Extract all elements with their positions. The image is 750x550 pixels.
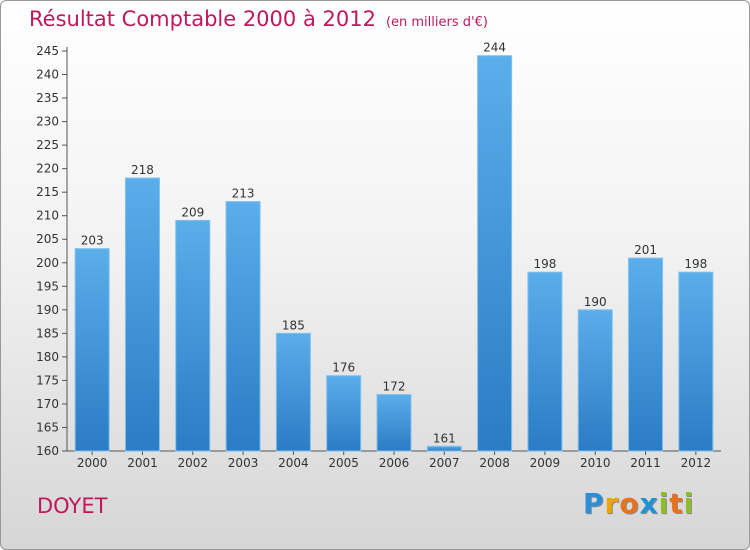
y-tick-label: 170 — [36, 397, 59, 411]
brand-letter: P — [583, 487, 605, 520]
y-tick-label: 220 — [36, 162, 59, 176]
x-tick-label: 2009 — [530, 456, 561, 470]
data-label: 244 — [483, 41, 506, 55]
data-label: 190 — [584, 295, 607, 309]
bar-2010 — [577, 309, 613, 452]
data-label: 213 — [232, 187, 255, 201]
axes: 160 165 170 175 180 185 190 195 200 205 210 215 220 2… — [36, 44, 721, 458]
x-tick-label: 2010 — [580, 456, 611, 470]
y-tick-label: 165 — [36, 420, 59, 434]
x-tick-label: 2012 — [681, 456, 712, 470]
data-label: 185 — [282, 318, 305, 332]
bar-2000 — [74, 248, 110, 452]
data-label: 209 — [181, 205, 204, 219]
data-label: 203 — [81, 234, 104, 248]
data-label: 172 — [383, 380, 406, 394]
chart-title: Résultat Comptable 2000 à 2012 — [29, 7, 376, 31]
y-tick-label: 160 — [36, 444, 59, 458]
brand-logo: Proxiti — [583, 487, 694, 520]
x-tick-label: 2007 — [429, 456, 460, 470]
brand-letter: i — [683, 487, 695, 520]
location-name: DOYET — [37, 494, 108, 518]
y-tick-label: 190 — [36, 303, 59, 317]
data-label: 161 — [433, 431, 456, 445]
data-label: 198 — [684, 257, 707, 271]
y-tick-label: 235 — [36, 91, 59, 105]
x-tick-label: 2004 — [278, 456, 309, 470]
x-tick-label: 2006 — [379, 456, 410, 470]
x-tick-label: 2000 — [77, 456, 108, 470]
bar-2007 — [426, 445, 462, 452]
brand-letter: r — [604, 487, 620, 520]
bar-2001 — [124, 177, 160, 452]
title-block: Résultat Comptable 2000 à 2012 (en millie… — [29, 7, 488, 31]
labels-group: 203 2000 218 2001 209 2002 213 2003 185 2004 176 20… — [77, 41, 711, 470]
y-tick-label: 230 — [36, 115, 59, 129]
bar-2002 — [175, 219, 211, 452]
chart-subtitle: (en milliers d'€) — [385, 15, 488, 30]
y-tick-label: 215 — [36, 185, 59, 199]
x-tick-label: 2008 — [479, 456, 510, 470]
brand-letter: i — [658, 487, 670, 520]
bar-2003 — [225, 201, 261, 452]
brand-letter: x — [639, 487, 659, 520]
bar-2006 — [376, 394, 412, 452]
y-tick-label: 175 — [36, 373, 59, 387]
bar-2005 — [326, 375, 362, 452]
x-tick-label: 2002 — [177, 456, 208, 470]
y-tick-label: 245 — [36, 44, 59, 58]
x-tick-label: 2001 — [127, 456, 158, 470]
bar-2008 — [477, 55, 513, 452]
bar-2011 — [628, 257, 664, 452]
y-tick-label: 225 — [36, 138, 59, 152]
y-tick-label: 210 — [36, 209, 59, 223]
data-label: 176 — [332, 361, 355, 375]
brand-letter: o — [619, 487, 640, 520]
bars-group — [74, 55, 714, 452]
x-tick-label: 2011 — [630, 456, 661, 470]
y-tick-label: 205 — [36, 232, 59, 246]
y-tick-label: 240 — [36, 68, 59, 82]
x-tick-label: 2003 — [228, 456, 259, 470]
bar-2004 — [275, 332, 311, 452]
y-tick-label: 185 — [36, 326, 59, 340]
y-tick-label: 200 — [36, 256, 59, 270]
y-tick-label: 180 — [36, 350, 59, 364]
bar-2009 — [527, 271, 563, 452]
bar-2012 — [678, 271, 714, 452]
x-tick-label: 2005 — [328, 456, 359, 470]
data-label: 198 — [533, 257, 556, 271]
data-label: 218 — [131, 163, 154, 177]
y-tick-label: 195 — [36, 279, 59, 293]
data-label: 201 — [634, 243, 657, 257]
brand-letter: t — [669, 487, 684, 520]
